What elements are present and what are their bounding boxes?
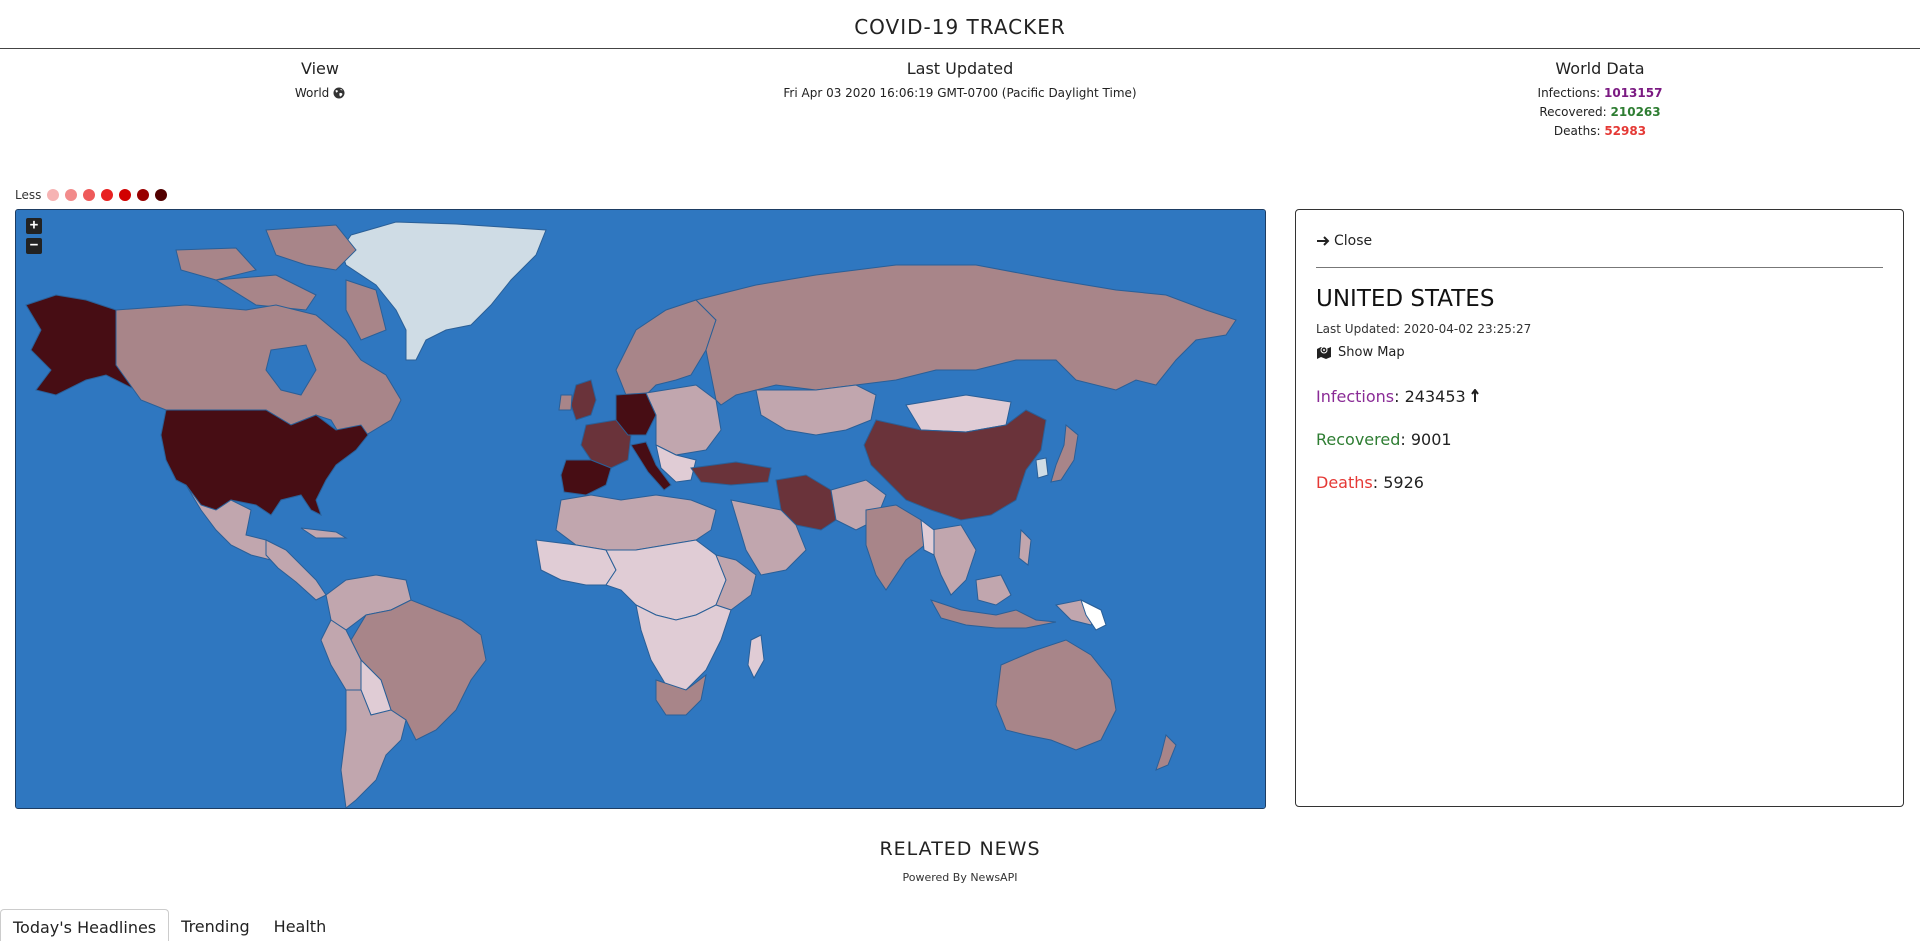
world-infections-label: Infections: xyxy=(1537,86,1601,100)
country-south-korea[interactable] xyxy=(1035,457,1049,479)
last-updated-section: Last Updated Fri Apr 03 2020 16:06:19 GM… xyxy=(660,59,1260,103)
country-last-updated-label: Last Updated: xyxy=(1316,322,1400,336)
country-philippines[interactable] xyxy=(1018,528,1032,566)
country-balkans[interactable] xyxy=(655,444,697,483)
country-recovered: Recovered: 9001 xyxy=(1316,430,1452,449)
country-spain[interactable] xyxy=(560,459,612,496)
country-india[interactable] xyxy=(865,504,932,591)
country-borneo[interactable] xyxy=(975,574,1012,606)
globe-icon xyxy=(333,87,345,99)
country-detail-panel: Close UNITED STATES Last Updated: 2020-0… xyxy=(1295,209,1904,807)
legend-swatch-3 xyxy=(83,189,96,201)
view-selector[interactable]: World xyxy=(220,84,420,103)
world-deaths-label: Deaths: xyxy=(1553,124,1601,138)
country-myanmar[interactable] xyxy=(920,518,935,556)
world-recovered: Recovered: 210263 xyxy=(1500,103,1700,122)
legend-swatch-4 xyxy=(101,189,114,201)
arrow-up-icon xyxy=(1470,388,1479,402)
map-marker-icon xyxy=(1317,346,1331,359)
country-deaths: Deaths: 5926 xyxy=(1316,473,1424,492)
news-powered-by: Powered By NewsAPI xyxy=(902,871,1018,884)
country-ireland[interactable] xyxy=(558,394,573,411)
region-southeast-asia[interactable] xyxy=(930,524,977,596)
country-recovered-value: 9001 xyxy=(1410,430,1452,449)
country-eastern-europe[interactable] xyxy=(645,384,722,456)
country-infections: Infections: 243453 xyxy=(1316,387,1883,406)
country-madagascar[interactable] xyxy=(747,634,765,680)
arrow-right-icon xyxy=(1317,236,1330,246)
world-map[interactable]: + − xyxy=(15,209,1266,809)
country-png-east[interactable] xyxy=(1080,599,1107,631)
country-turkey[interactable] xyxy=(690,461,772,486)
world-data-heading: World Data xyxy=(1555,59,1645,78)
country-recovered-label: Recovered xyxy=(1316,430,1401,449)
country-japan[interactable] xyxy=(1050,424,1079,483)
country-southern-africa[interactable] xyxy=(635,604,732,691)
country-last-updated: Last Updated: 2020-04-02 23:25:27 xyxy=(1316,322,1883,336)
country-italy[interactable] xyxy=(630,441,672,491)
hudson-bay xyxy=(265,344,317,396)
tab-health[interactable]: Health xyxy=(273,917,327,936)
world-infections: Infections: 1013157 xyxy=(1500,84,1700,103)
world-recovered-value: 210263 xyxy=(1610,105,1661,119)
country-russia[interactable] xyxy=(695,264,1237,406)
legend-swatch-1 xyxy=(47,189,60,201)
related-news-title: RELATED NEWS xyxy=(879,838,1041,860)
country-deaths-label: Deaths xyxy=(1316,473,1373,492)
country-infections-label: Infections xyxy=(1316,387,1395,406)
last-updated-value: Fri Apr 03 2020 16:06:19 GMT-0700 (Pacif… xyxy=(783,86,1137,100)
close-label: Close xyxy=(1334,233,1373,249)
country-new-zealand[interactable] xyxy=(1155,734,1177,771)
zoom-out-button[interactable]: − xyxy=(26,238,42,254)
view-value: World xyxy=(294,86,330,100)
legend-swatch-6 xyxy=(137,189,150,201)
show-map-label: Show Map xyxy=(1338,344,1405,360)
news-tabs: Today's Headlines Trending Health xyxy=(0,909,338,941)
detail-divider xyxy=(1316,267,1883,268)
country-saudi-arabia[interactable] xyxy=(730,499,807,576)
app-title: COVID-19 TRACKER xyxy=(0,0,1920,49)
region-central-america[interactable] xyxy=(265,539,327,601)
tab-todays-headlines[interactable]: Today's Headlines xyxy=(0,909,170,941)
world-map-canvas xyxy=(16,210,1265,808)
country-kazakhstan[interactable] xyxy=(755,384,877,436)
country-australia[interactable] xyxy=(995,639,1117,751)
world-deaths-value: 52983 xyxy=(1604,124,1647,138)
country-china[interactable] xyxy=(863,409,1047,521)
country-argentina-chile[interactable] xyxy=(340,689,407,808)
legend-swatch-5 xyxy=(119,189,132,201)
close-button[interactable]: Close xyxy=(1316,233,1372,249)
country-deaths-value: 5926 xyxy=(1383,473,1424,492)
country-infections-value: 243453 xyxy=(1404,387,1466,406)
world-recovered-label: Recovered: xyxy=(1539,105,1607,119)
show-map-button[interactable]: Show Map xyxy=(1316,345,1405,360)
summary-row: View World Last Updated Fri Apr 03 2020 … xyxy=(0,49,1920,184)
view-section: View World xyxy=(220,59,420,103)
view-heading: View xyxy=(301,59,339,78)
country-cuba[interactable] xyxy=(300,527,348,539)
last-updated-heading: Last Updated xyxy=(906,59,1014,78)
country-greenland[interactable] xyxy=(340,221,547,361)
tab-trending[interactable]: Trending xyxy=(181,917,250,936)
map-legend: Less xyxy=(15,188,168,202)
world-deaths: Deaths: 52983 xyxy=(1500,122,1700,141)
legend-swatch-7 xyxy=(155,189,168,201)
country-last-updated-value: 2020-04-02 23:25:27 xyxy=(1403,322,1532,336)
world-data-section: World Data Infections: 1013157 Recovered… xyxy=(1500,59,1700,141)
legend-swatch-2 xyxy=(65,189,78,201)
legend-label: Less xyxy=(15,188,42,202)
country-east-africa[interactable] xyxy=(715,554,757,611)
country-south-africa[interactable] xyxy=(655,673,707,716)
country-canada-islands[interactable] xyxy=(175,224,387,341)
country-indonesia[interactable] xyxy=(929,599,1057,629)
world-infections-value: 1013157 xyxy=(1604,86,1663,100)
zoom-in-button[interactable]: + xyxy=(26,218,42,234)
country-name: UNITED STATES xyxy=(1316,286,1495,312)
